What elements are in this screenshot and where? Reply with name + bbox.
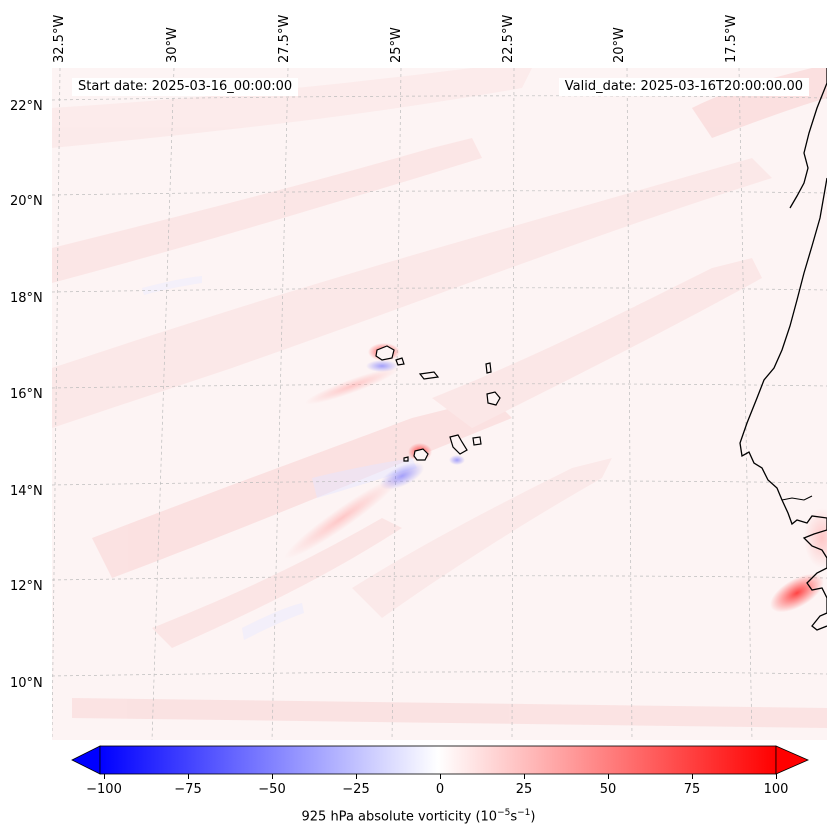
island-fogo (413, 448, 429, 461)
cbar-tickmark (104, 774, 105, 779)
positive-vorticity-streaks (52, 68, 827, 728)
cbar-tick-label: −25 (342, 782, 370, 797)
lon-label-27-5w: 27.5°W (277, 14, 292, 63)
valid-date-label: Valid_date: 2025-03-16T20:00:00.00 (558, 78, 809, 96)
colorbar-extend-max (775, 745, 809, 775)
cbar-tickmark (272, 774, 273, 779)
lon-label-17-5w: 17.5°W (724, 14, 739, 63)
map-panel (52, 68, 827, 740)
cbar-tick-label: 100 (763, 782, 789, 797)
lat-label-20n: 20°N (10, 194, 43, 209)
cbar-tickmark (356, 774, 357, 779)
vorticity-max-guinea-coast (770, 573, 824, 613)
african-coastline-north (789, 68, 827, 209)
gambia-river (781, 495, 813, 501)
lat-label-14n: 14°N (10, 484, 43, 499)
cbar-tickmark (524, 774, 525, 779)
vorticity-map (52, 68, 827, 740)
cbar-tick-label: 0 (435, 782, 445, 797)
colorbar-title: 925 hPa absolute vorticity (10−5s−1) (301, 808, 536, 825)
island-sal (485, 362, 492, 374)
vorticity-wake-fogo (284, 477, 400, 559)
colorbar-extend-min (71, 745, 101, 775)
gridlines (52, 68, 827, 740)
island-sao-vicente (395, 357, 405, 366)
cbar-tickmark (776, 774, 777, 779)
lat-label-10n: 10°N (10, 676, 43, 691)
lat-label-12n: 12°N (10, 579, 43, 594)
island-brava (403, 456, 409, 462)
african-coastline (739, 177, 827, 631)
island-santo-antao (375, 345, 395, 361)
vorticity-wake-santo-antao (304, 367, 400, 405)
cbar-tick-label: −75 (174, 782, 202, 797)
start-date-label: Start date: 2025-03-16_00:00:00 (72, 78, 299, 96)
cabo-verde-islands (375, 345, 501, 462)
island-maio (472, 436, 482, 446)
lat-label-16n: 16°N (10, 387, 43, 402)
cbar-tick-label: 25 (515, 782, 533, 797)
island-boa-vista (486, 391, 501, 406)
island-santiago (449, 434, 468, 455)
lon-label-20w: 20°W (612, 27, 627, 63)
cbar-tickmark (188, 774, 189, 779)
lat-label-22n: 22°N (10, 99, 43, 114)
lon-label-25w: 25°W (389, 27, 404, 63)
colorbar (71, 745, 809, 775)
cbar-tickmark (692, 774, 693, 779)
lon-label-32-5w: 32.5°W (52, 14, 67, 63)
lat-label-18n: 18°N (10, 291, 43, 306)
lon-label-22-5w: 22.5°W (501, 14, 516, 63)
vorticity-max-senegal-coast (804, 508, 827, 568)
lon-label-30w: 30°W (165, 27, 180, 63)
cbar-tick-label: −50 (258, 782, 286, 797)
cbar-tick-label: 50 (599, 782, 617, 797)
cbar-tickmark (440, 774, 441, 779)
cbar-tick-label: −100 (86, 782, 122, 797)
cbar-tickmark (608, 774, 609, 779)
vorticity-min-santiago (449, 455, 465, 465)
colorbar-gradient (99, 745, 777, 775)
cbar-tick-label: 75 (683, 782, 701, 797)
island-sao-nicolau (418, 371, 440, 380)
